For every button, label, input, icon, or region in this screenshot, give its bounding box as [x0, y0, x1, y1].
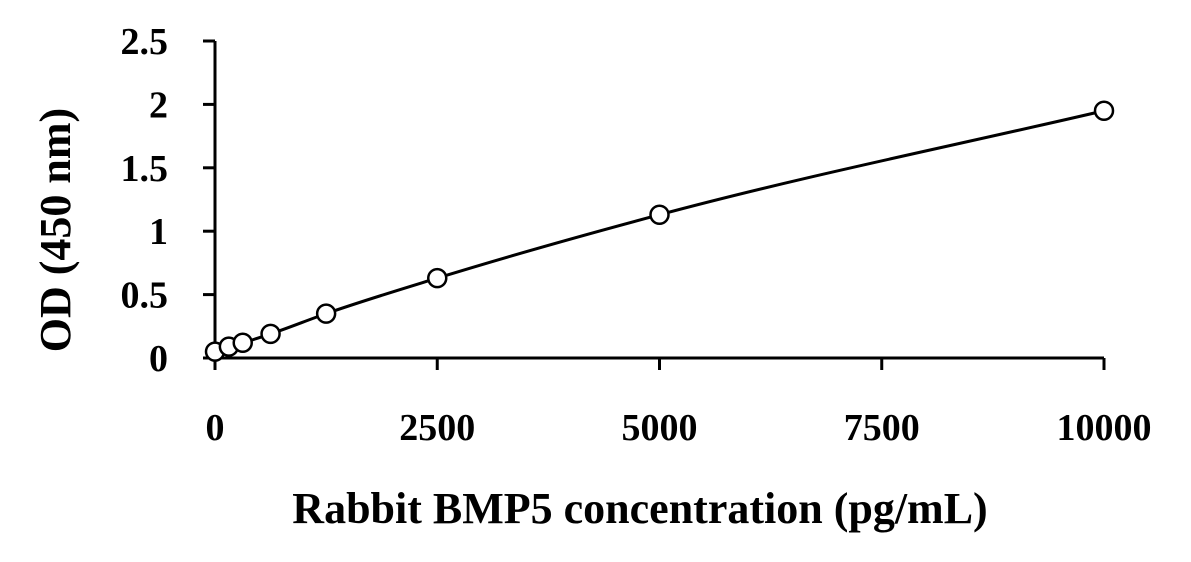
y-tick-label: 0.5 [121, 275, 169, 317]
y-tick-label: 0 [149, 338, 168, 380]
data-point [232, 332, 253, 354]
y-axis: 0 0.5 1 1.5 2 2.5 [121, 21, 217, 380]
data-point [649, 204, 670, 225]
fit-curve [214, 109, 1105, 354]
data-point [427, 267, 448, 289]
data-point [315, 303, 337, 324]
y-ticks [203, 39, 215, 360]
data-points [204, 100, 1115, 362]
y-tick-label: 2 [149, 84, 168, 126]
x-tick-label: 10000 [1057, 407, 1152, 449]
data-point [1093, 100, 1115, 121]
plot-area [204, 100, 1115, 362]
x-axis: 0 2500 5000 7500 10000 [206, 356, 1152, 449]
x-tick-label: 5000 [622, 407, 698, 449]
x-axis-title: Rabbit BMP5 concentration (pg/mL) [292, 484, 987, 533]
x-tick-label: 0 [206, 407, 225, 449]
x-tick-label: 2500 [399, 407, 475, 449]
y-tick-labels: 0 0.5 1 1.5 2 2.5 [121, 21, 169, 380]
x-ticks [213, 358, 1106, 370]
y-tick-label: 2.5 [121, 21, 169, 63]
y-tick-label: 1.5 [121, 148, 169, 190]
data-point [260, 323, 281, 345]
x-tick-label: 7500 [844, 407, 920, 449]
y-axis-title: OD (450 nm) [31, 108, 80, 352]
x-tick-labels: 0 2500 5000 7500 10000 [206, 407, 1152, 449]
y-tick-label: 1 [149, 211, 168, 253]
